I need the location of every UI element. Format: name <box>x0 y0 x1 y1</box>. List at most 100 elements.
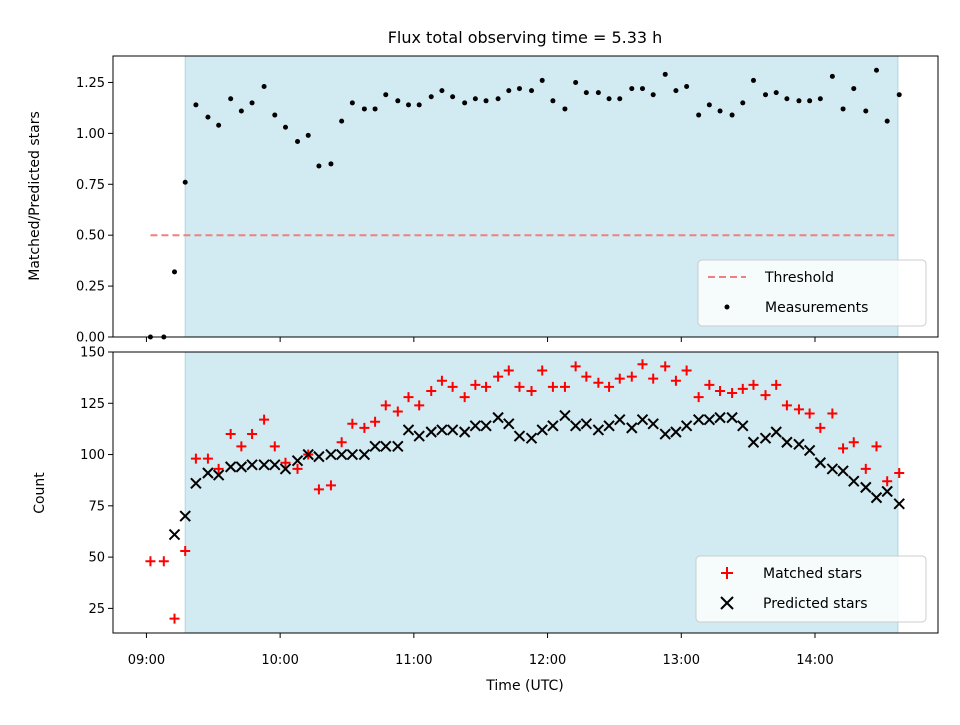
measurement-point <box>562 106 568 112</box>
legend-predicted-swatch <box>720 596 734 610</box>
measurement-point <box>305 132 311 138</box>
predicted-star-point <box>559 409 571 422</box>
measurement-point <box>873 67 879 73</box>
matched-star-point <box>447 381 458 392</box>
matched-star-point <box>626 371 637 382</box>
matched-star-point <box>158 556 169 567</box>
matched-star-point <box>403 392 414 403</box>
measurement-point <box>717 108 723 114</box>
predicted-star-point <box>781 436 793 448</box>
predicted-star-point <box>726 411 738 424</box>
measurement-point <box>750 77 756 83</box>
matched-star-point <box>481 381 492 392</box>
count-y-axis-label: Count <box>32 472 48 514</box>
predicted-star-point <box>235 461 248 473</box>
predicted-star-point <box>692 413 705 426</box>
count-x-tick-label: 13:00 <box>663 653 700 668</box>
measurement-point <box>796 98 802 104</box>
matched-star-point <box>392 406 403 417</box>
predicted-star-point <box>190 477 202 489</box>
matched-star-point <box>336 437 347 448</box>
predicted-star-point <box>380 440 392 453</box>
predicted-star-point <box>636 413 649 426</box>
matched-star-point <box>737 383 748 394</box>
measurement-point <box>550 98 556 104</box>
predicted-star-point <box>547 420 559 432</box>
matched-star-point <box>593 377 604 388</box>
predicted-star-point <box>291 455 304 467</box>
measurement-point <box>428 94 434 100</box>
count-x-tick-label: 12:00 <box>529 653 566 668</box>
matched-star-point <box>547 381 558 392</box>
legend-threshold-label: Threshold <box>764 270 834 286</box>
predicted-star-point <box>212 469 225 481</box>
predicted-star-point <box>793 438 805 451</box>
measurement-point <box>840 106 846 112</box>
measurement-point <box>272 112 278 118</box>
predicted-star-point <box>536 424 548 436</box>
measurement-point <box>416 102 422 108</box>
predicted-star-point <box>837 465 849 477</box>
ratio-panel: 0.00 0.25 0.50 0.75 1.00 1.25 Matched/Predict… <box>27 55 939 346</box>
predicted-star-point <box>770 426 782 438</box>
matched-star-point <box>380 400 391 411</box>
measurement-point <box>573 79 579 85</box>
predicted-star-point <box>469 420 482 432</box>
measurement-point <box>729 112 735 118</box>
measurement-point <box>182 179 188 185</box>
count-y-tick-label: 25 <box>88 602 105 617</box>
count-y-tick-label: 75 <box>88 499 105 514</box>
measurement-point <box>583 90 589 96</box>
ratio-y-tick-label: 1.00 <box>76 127 105 142</box>
measurement-points <box>147 67 902 340</box>
matched-star-point <box>313 484 324 495</box>
predicted-star-point <box>313 450 325 463</box>
predicted-star-point <box>413 430 425 442</box>
predicted-star-point <box>714 411 726 424</box>
predicted-star-point <box>392 440 404 453</box>
count-x-tick-label: 14:00 <box>796 653 833 668</box>
measurement-point <box>406 102 412 108</box>
ratio-y-tick-label: 1.25 <box>76 76 105 91</box>
measurement-point <box>863 108 869 114</box>
predicted-star-point <box>592 424 605 436</box>
measurement-point <box>295 139 301 145</box>
measurement-point <box>629 86 635 92</box>
predicted-star-point <box>358 448 371 461</box>
measurement-point <box>763 92 769 98</box>
measurement-point <box>395 98 401 104</box>
matched-star-point <box>180 545 191 556</box>
matched-star-point <box>559 381 570 392</box>
predicted-star-point <box>402 424 415 436</box>
predicted-star-point <box>269 459 281 471</box>
matched-star-point <box>614 373 625 384</box>
measurement-point <box>684 84 690 90</box>
matched-star-point <box>838 443 849 454</box>
measurement-point <box>673 88 679 94</box>
measurement-point <box>662 71 668 77</box>
matched-star-point <box>213 463 224 474</box>
matched-star-point <box>760 390 771 401</box>
matched-star-point <box>570 361 581 372</box>
predicted-star-point <box>569 420 582 432</box>
predicted-star-point <box>168 528 181 541</box>
measurement-point <box>817 96 823 102</box>
predicted-star-point <box>525 432 538 444</box>
matched-star-point <box>882 476 893 487</box>
measurement-point <box>807 98 813 104</box>
matched-star-point <box>715 385 726 396</box>
count-y-tick-label: 150 <box>80 346 105 361</box>
measurement-point <box>539 77 545 83</box>
matched-star-point <box>247 429 258 440</box>
matched-star-point <box>793 404 804 415</box>
matched-star-point <box>269 441 280 452</box>
measurement-point <box>851 86 857 92</box>
predicted-star-point <box>759 432 772 444</box>
predicted-star-point <box>202 467 214 479</box>
matched-star-point <box>537 365 548 376</box>
matched-star-point <box>259 414 270 425</box>
matched-star-point <box>145 556 156 567</box>
measurement-point <box>495 96 501 102</box>
predicted-star-point <box>848 475 860 487</box>
matched-star-point <box>860 463 871 474</box>
